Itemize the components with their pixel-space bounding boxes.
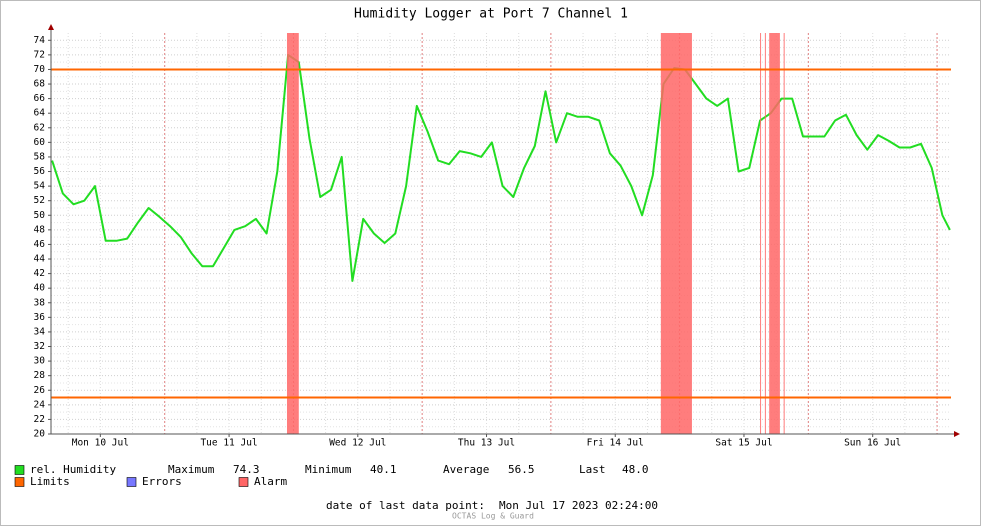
legend: rel. Humidity Maximum 74.3 Minimum 40.1 Avera… xyxy=(14,463,658,521)
y-tick-label: 28 xyxy=(34,370,46,381)
y-tick-label: 44 xyxy=(34,254,46,265)
y-tick-label: 70 xyxy=(34,64,46,75)
stat-value: 74.3 xyxy=(233,463,260,476)
legend-swatch xyxy=(14,465,25,475)
y-tick-label: 50 xyxy=(34,210,46,221)
footer-value: Mon Jul 17 2023 02:24:00 xyxy=(499,499,658,512)
y-tick-label: 24 xyxy=(34,399,46,410)
y-tick-label: 32 xyxy=(34,341,45,352)
y-tick-label: 40 xyxy=(34,283,46,294)
stat-value: 40.1 xyxy=(370,463,397,476)
x-tick-label: Fri 14 Jul xyxy=(587,438,644,449)
y-tick-label: 38 xyxy=(34,297,46,308)
stat-value: 56.5 xyxy=(508,463,535,476)
stat-name: Maximum xyxy=(168,463,215,476)
alarm-span xyxy=(760,33,762,434)
y-tick-label: 62 xyxy=(34,122,45,133)
legend-label: rel. Humidity xyxy=(30,463,116,476)
stat-value: 48.0 xyxy=(622,463,649,476)
alarm-span xyxy=(764,33,766,434)
legend-label: Alarm xyxy=(254,475,287,488)
y-tick-label: 20 xyxy=(34,429,46,440)
x-tick-label: Tue 11 Jul xyxy=(200,438,257,449)
alarm-span xyxy=(769,33,780,434)
alarm-span xyxy=(660,33,692,434)
y-tick-label: 54 xyxy=(34,181,46,192)
x-tick-label: Wed 12 Jul xyxy=(329,438,386,449)
y-axis-arrow xyxy=(48,24,54,30)
y-tick-label: 74 xyxy=(34,35,46,46)
plot xyxy=(48,24,960,437)
y-tick-label: 26 xyxy=(34,385,46,396)
x-tick-label: Thu 13 Jul xyxy=(458,438,515,449)
x-tick-label: Sun 16 Jul xyxy=(844,438,901,449)
y-tick-label: 22 xyxy=(34,414,45,425)
y-tick-label: 48 xyxy=(34,224,46,235)
stat-name: Last xyxy=(579,463,606,476)
legend-label: Limits xyxy=(30,475,70,488)
legend-label: Errors xyxy=(142,475,182,488)
chart-title: Humidity Logger at Port 7 Channel 1 xyxy=(354,7,628,22)
y-tick-label: 46 xyxy=(34,239,46,250)
x-axis-arrow xyxy=(954,431,960,437)
y-tick-label: 30 xyxy=(34,356,46,367)
y-tick-label: 66 xyxy=(34,93,46,104)
watermark: OCTAS Log & Guard xyxy=(452,512,534,521)
y-tick-label: 52 xyxy=(34,195,45,206)
footer-label: date of last data point: xyxy=(326,499,485,512)
alarm-span xyxy=(783,33,785,434)
legend-swatch xyxy=(238,477,249,487)
x-tick-label: Mon 10 Jul xyxy=(72,438,129,449)
y-tick-label: 60 xyxy=(34,137,46,148)
legend-swatch xyxy=(14,477,25,487)
y-tick-label: 56 xyxy=(34,166,46,177)
stat-name: Average xyxy=(443,463,489,476)
x-tick-label: Sat 15 Jul xyxy=(715,438,772,449)
y-tick-label: 72 xyxy=(34,49,45,60)
y-tick-label: 58 xyxy=(34,151,46,162)
series-line xyxy=(51,53,951,282)
y-tick-label: 64 xyxy=(34,108,46,119)
y-tick-label: 68 xyxy=(34,79,46,90)
y-tick-label: 34 xyxy=(34,326,46,337)
legend-swatch xyxy=(126,477,137,487)
alarm-span xyxy=(286,33,299,434)
y-tick-label: 42 xyxy=(34,268,45,279)
y-tick-label: 36 xyxy=(34,312,46,323)
stat-name: Minimum xyxy=(305,463,352,476)
